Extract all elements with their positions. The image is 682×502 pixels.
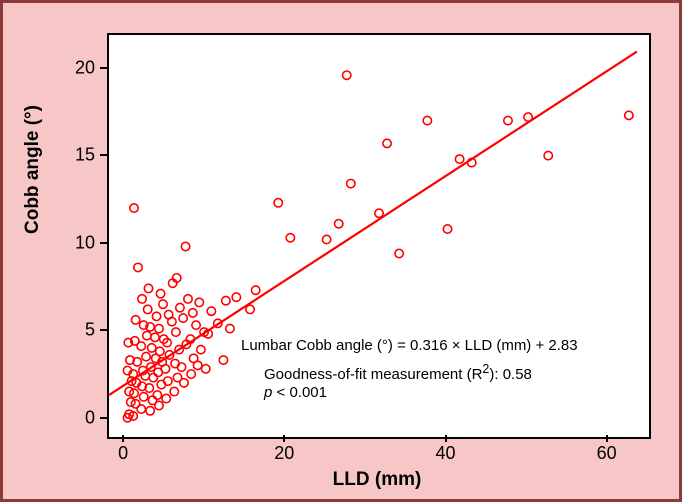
data-point (455, 155, 463, 163)
data-point (155, 324, 163, 332)
data-point (375, 209, 383, 217)
data-point (153, 391, 161, 399)
data-point (155, 401, 163, 409)
data-point (162, 394, 170, 402)
tick-label: 15 (75, 145, 95, 166)
data-point (251, 286, 259, 294)
data-point (180, 379, 188, 387)
data-point (383, 139, 391, 147)
x-axis-label: LLD (mm) (333, 469, 422, 491)
tick-label: 40 (435, 443, 455, 464)
data-point (139, 393, 147, 401)
data-point (202, 365, 210, 373)
data-point (207, 307, 215, 315)
data-point (170, 387, 178, 395)
data-point (137, 342, 145, 350)
data-point (274, 199, 282, 207)
data-point (137, 405, 145, 413)
data-point (143, 331, 151, 339)
data-point (172, 328, 180, 336)
goodness-of-fit-text: Goodness-of-fit measurement (R2): 0.58 (264, 362, 532, 383)
data-point (134, 263, 142, 271)
data-point (184, 295, 192, 303)
data-point (187, 370, 195, 378)
y-tick (100, 154, 107, 156)
gof-prefix: Goodness-of-fit measurement (R (264, 366, 482, 383)
data-point (149, 373, 157, 381)
y-tick (100, 67, 107, 69)
x-tick (606, 435, 608, 442)
data-point (504, 116, 512, 124)
x-tick (122, 435, 124, 442)
y-axis-label: Cobb angle (°) (22, 105, 44, 234)
data-point (148, 344, 156, 352)
data-point (195, 298, 203, 306)
data-point (193, 361, 201, 369)
tick-label: 0 (85, 407, 95, 428)
x-tick (445, 435, 447, 442)
y-tick (100, 417, 107, 419)
data-point (222, 296, 230, 304)
data-point (544, 151, 552, 159)
data-point (159, 300, 167, 308)
data-point (130, 204, 138, 212)
tick-label: 20 (274, 443, 294, 464)
data-point (146, 407, 154, 415)
data-point (141, 372, 149, 380)
data-point (176, 303, 184, 311)
regression-equation-text: Lumbar Cobb angle (°) = 0.316 × LLD (mm)… (241, 337, 578, 354)
data-point (322, 235, 330, 243)
data-point (144, 284, 152, 292)
tick-label: 5 (85, 320, 95, 341)
data-point (152, 312, 160, 320)
data-point (151, 333, 159, 341)
data-point (423, 116, 431, 124)
plot-area: Lumbar Cobb angle (°) = 0.316 × LLD (mm)… (107, 33, 651, 439)
tick-label: 10 (75, 232, 95, 253)
data-point (443, 225, 451, 233)
data-point (164, 310, 172, 318)
data-point (395, 249, 403, 257)
data-point (226, 324, 234, 332)
data-point (246, 305, 254, 313)
data-point (143, 305, 151, 313)
p-value: < 0.001 (272, 384, 327, 401)
y-tick (100, 329, 107, 331)
data-point (189, 309, 197, 317)
p-value-text: p < 0.001 (264, 384, 327, 401)
gof-suffix: ): 0.58 (489, 366, 532, 383)
data-point (232, 293, 240, 301)
data-point (138, 295, 146, 303)
data-point (219, 356, 227, 364)
data-point (181, 242, 189, 250)
data-point (625, 111, 633, 119)
data-point (343, 71, 351, 79)
chart-frame: Lumbar Cobb angle (°) = 0.316 × LLD (mm)… (0, 0, 682, 502)
data-point (156, 289, 164, 297)
data-point (131, 316, 139, 324)
data-point (335, 220, 343, 228)
tick-label: 20 (75, 57, 95, 78)
data-point (197, 345, 205, 353)
tick-label: 60 (597, 443, 617, 464)
data-point (347, 179, 355, 187)
data-point (156, 347, 164, 355)
data-point (161, 365, 169, 373)
equation-label: Lumbar Cobb angle (°) = 0.316 × LLD (mm)… (241, 337, 578, 354)
x-tick (283, 435, 285, 442)
data-point (179, 314, 187, 322)
data-point (192, 321, 200, 329)
data-point (142, 352, 150, 360)
y-tick (100, 242, 107, 244)
data-point (286, 234, 294, 242)
tick-label: 0 (118, 443, 128, 464)
data-point (524, 113, 532, 121)
